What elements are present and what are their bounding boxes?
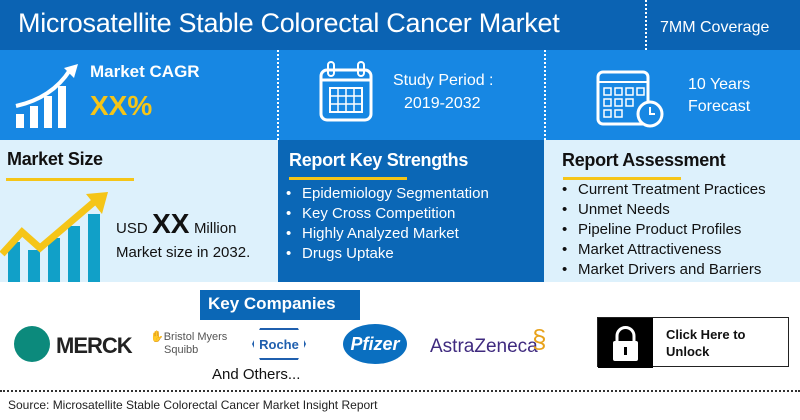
unlock-line2: Unlock xyxy=(666,344,710,359)
forecast-line1: 10 Years xyxy=(688,76,751,93)
list-item: Pipeline Product Profiles xyxy=(560,220,766,240)
unlock-label: Click Here to Unlock xyxy=(666,326,745,360)
stats-row: Market CAGR XX% Study Period : 2019-2032… xyxy=(0,50,800,140)
unit: Million xyxy=(193,220,237,237)
logo-astrazeneca: AstraZeneca xyxy=(430,336,538,357)
market-size-value: USD XX Million xyxy=(116,208,236,240)
currency: USD xyxy=(116,220,148,237)
unlock-line1: Click Here to xyxy=(666,327,746,342)
strengths-title: Report Key Strengths xyxy=(289,150,469,170)
underline xyxy=(289,177,407,180)
divider xyxy=(544,50,546,140)
lock-icon xyxy=(598,318,653,368)
merck-logo-icon xyxy=(14,326,50,362)
list-item: Key Cross Competition xyxy=(284,204,489,224)
logo-pfizer-text: Pfizer xyxy=(350,333,400,354)
cagr-value: XX% xyxy=(90,90,153,121)
source-note: Source: Microsatellite Stable Colorectal… xyxy=(8,398,378,412)
header-bar: Microsatellite Stable Colorectal Cancer … xyxy=(0,0,800,50)
cagr-label: Market CAGR xyxy=(90,62,200,81)
list-item: Drugs Uptake xyxy=(284,244,489,264)
divider xyxy=(0,390,800,392)
market-size-title: Market Size xyxy=(7,149,103,169)
calendar-icon xyxy=(319,61,373,122)
list-item: Market Drivers and Barriers xyxy=(560,260,766,280)
assessment-list: Current Treatment Practices Unmet Needs … xyxy=(560,180,766,280)
page-title: Microsatellite Stable Colorectal Cancer … xyxy=(18,8,560,38)
divider xyxy=(645,0,647,50)
calendar-clock-icon xyxy=(596,70,664,128)
market-size-caption: Market size in 2032. xyxy=(116,244,251,261)
underline xyxy=(563,177,681,180)
logo-roche-text: Roche xyxy=(259,336,299,352)
logo-pfizer: Pfizer xyxy=(343,324,407,364)
and-others: And Others... xyxy=(212,366,301,383)
strengths-panel: Report Key Strengths Epidemiology Segmen… xyxy=(278,140,544,282)
assessment-title: Report Assessment xyxy=(562,150,726,170)
divider xyxy=(277,50,279,140)
list-item: Market Attractiveness xyxy=(560,240,766,260)
forecast-line2: Forecast xyxy=(688,98,751,115)
key-companies-title: Key Companies xyxy=(200,290,360,320)
logo-merck: MERCK xyxy=(56,333,133,358)
growth-chart-icon xyxy=(15,64,78,128)
logo-bms-line2: Squibb xyxy=(164,344,199,356)
underline xyxy=(6,178,134,181)
logo-roche: Roche xyxy=(252,328,306,360)
list-item: Highly Analyzed Market xyxy=(284,224,489,244)
list-item: Unmet Needs xyxy=(560,200,766,220)
astrazeneca-symbol-icon: § xyxy=(532,324,547,354)
unlock-button[interactable]: Click Here to Unlock xyxy=(597,317,789,368)
study-period-label: Study Period : xyxy=(393,72,494,89)
coverage-label: 7MM Coverage xyxy=(660,19,770,36)
list-item: Epidemiology Segmentation xyxy=(284,184,489,204)
market-growth-icon xyxy=(0,192,108,282)
study-period-value: 2019-2032 xyxy=(404,95,481,112)
logo-bms-line1: Bristol Myers xyxy=(163,331,228,343)
logo-bms: ✋Bristol Myers Squibb xyxy=(150,331,228,356)
list-item: Current Treatment Practices xyxy=(560,180,766,200)
value: XX xyxy=(152,208,190,239)
strengths-list: Epidemiology Segmentation Key Cross Comp… xyxy=(284,184,489,264)
